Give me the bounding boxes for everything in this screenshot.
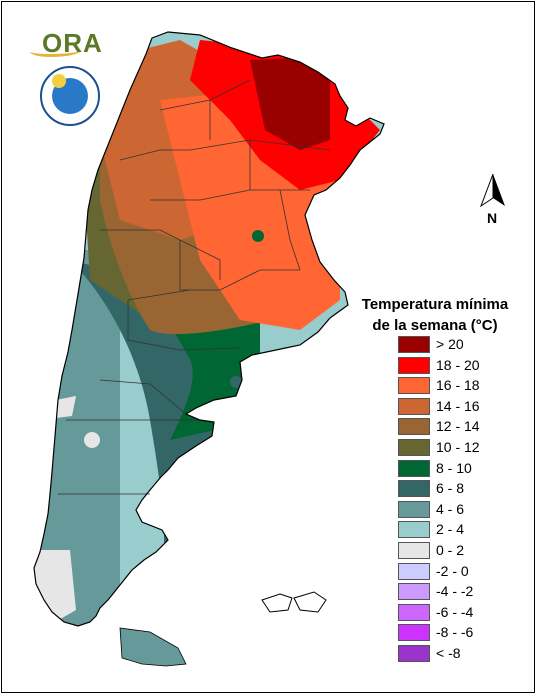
- province-boundaries: [58, 79, 331, 495]
- malvinas-islands: [261, 591, 327, 613]
- legend-title-line2: de la semana (°C): [372, 317, 498, 334]
- legend-swatch: [398, 542, 430, 559]
- legend-swatch: [398, 377, 430, 395]
- legend-swatch: [398, 397, 430, 415]
- legend-label: -4 - -2: [436, 583, 474, 600]
- legend-swatch: [398, 500, 430, 518]
- legend-item: 4 - 6: [398, 500, 528, 518]
- legend-label: 10 - 12: [436, 439, 480, 455]
- legend-label: > 20: [436, 336, 464, 352]
- ora-logo: ORA: [30, 26, 110, 60]
- legend-swatch: [398, 583, 430, 601]
- legend-item: > 20: [398, 336, 528, 353]
- legend-item: 12 - 14: [398, 418, 528, 436]
- legend-swatch: [398, 521, 430, 539]
- ora-logo-text: ORA: [42, 28, 103, 58]
- legend-swatch: [398, 459, 430, 477]
- legend-swatch: [398, 562, 430, 580]
- north-arrow: N: [478, 172, 508, 232]
- legend-title: Temperatura mínima de la semana (°C): [340, 294, 530, 336]
- north-arrow-icon: [479, 173, 505, 208]
- legend-label: 4 - 6: [436, 500, 465, 517]
- legend-item: -4 - -2: [398, 583, 528, 601]
- legend-swatch: [398, 439, 430, 456]
- legend-item: 2 - 4: [398, 521, 528, 539]
- tierra-del-fuego: [119, 627, 187, 667]
- legend-item: 14 - 16: [398, 397, 528, 415]
- legend-swatch: [398, 624, 430, 642]
- legend-label: 8 - 10: [436, 459, 472, 476]
- north-label: N: [487, 210, 498, 226]
- legend-swatch: [398, 418, 430, 436]
- legend-swatch: [398, 356, 430, 374]
- legend-item: 8 - 10: [398, 459, 528, 477]
- legend-swatch: [398, 645, 430, 662]
- legend-swatch: [398, 603, 430, 621]
- legend-item: < -8: [398, 645, 528, 662]
- legend-item: 0 - 2: [398, 542, 528, 559]
- legend-item: -8 - -6: [398, 624, 528, 642]
- smn-seal-logo: [40, 66, 100, 126]
- legend-item: 10 - 12: [398, 439, 528, 456]
- legend-swatch: [398, 336, 430, 353]
- legend-item: 16 - 18: [398, 377, 528, 395]
- legend-item: 18 - 20: [398, 356, 528, 374]
- legend-label: 6 - 8: [436, 480, 465, 497]
- legend-label: 14 - 16: [436, 397, 480, 414]
- legend-label: -6 - -4: [436, 603, 474, 620]
- legend-item: -2 - 0: [398, 562, 528, 580]
- legend-item: -6 - -4: [398, 603, 528, 621]
- seal-sun: [52, 74, 66, 88]
- legend-item: 6 - 8: [398, 480, 528, 498]
- legend-label: 12 - 14: [436, 418, 480, 435]
- legend-label: -2 - 0: [436, 562, 469, 579]
- legend-label: < -8: [436, 645, 461, 661]
- legend-label: -8 - -6: [436, 624, 474, 641]
- legend-label: 18 - 20: [436, 356, 480, 373]
- argentina-outline: [33, 31, 385, 627]
- legend-label: 0 - 2: [436, 542, 465, 558]
- legend-swatch: [398, 480, 430, 498]
- legend-label: 2 - 4: [436, 521, 465, 538]
- ora-swoosh: [30, 44, 82, 57]
- legend-label: 16 - 18: [436, 377, 480, 394]
- legend-title-line1: Temperatura mínima: [361, 296, 509, 313]
